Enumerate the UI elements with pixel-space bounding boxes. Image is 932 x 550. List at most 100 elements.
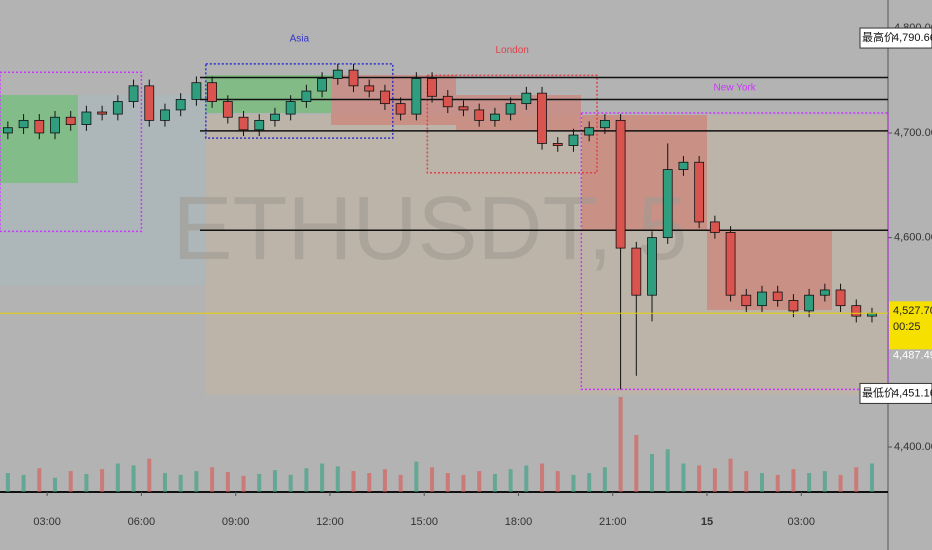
candle-body [175, 99, 186, 111]
volume-bar [822, 471, 827, 492]
volume-bar [791, 469, 796, 492]
candle-body [270, 113, 280, 121]
volume-bar [728, 458, 733, 492]
volume-bar [210, 467, 215, 492]
price-label-value: 4,790.66 [893, 32, 932, 44]
volume-bar [37, 468, 42, 492]
candle-body [50, 116, 60, 134]
candle-body [332, 69, 343, 79]
volume-bar [618, 397, 623, 492]
volume-bar [162, 473, 167, 492]
volume-bar [430, 467, 435, 492]
candle-body [364, 85, 375, 92]
volume-bar [367, 473, 372, 492]
volume-bar [712, 468, 717, 492]
volume-bar [225, 472, 230, 492]
candle-body [631, 247, 642, 296]
candle-body [18, 119, 29, 129]
candle-body [112, 101, 123, 115]
candle-body [804, 294, 815, 312]
volume-bar [257, 473, 262, 492]
candle-body [709, 221, 720, 233]
volume-bar [100, 469, 105, 492]
candle-body [81, 111, 92, 125]
x-tick-label: 03:00 [33, 516, 61, 528]
prev-price-label: 4,487.49 [893, 349, 932, 361]
session-label: London [495, 45, 528, 56]
candle-body [65, 116, 76, 125]
candle-body [128, 85, 139, 102]
session-box [205, 63, 394, 139]
candle-body [599, 119, 610, 129]
candle-body [537, 92, 547, 144]
candle-body [835, 289, 846, 307]
volume-bar [477, 471, 482, 492]
volume-bar [838, 474, 843, 492]
candle-body [191, 82, 202, 100]
x-tick-label: 09:00 [222, 516, 250, 528]
volume-bar [178, 474, 183, 492]
volume-bar [744, 471, 749, 492]
candle-body [521, 92, 532, 105]
candle-body [678, 161, 689, 170]
candle-body [505, 103, 516, 115]
price-label-value: 4,451.16 [893, 387, 932, 399]
candle-body [160, 109, 170, 121]
candle-body [851, 305, 862, 317]
volume-bar [320, 463, 325, 492]
candle-body [285, 101, 296, 115]
candle-body [207, 82, 218, 102]
session-box [426, 74, 598, 174]
last-price-box [889, 301, 932, 350]
volume-bar [650, 454, 655, 492]
volume-bar [807, 473, 812, 492]
price-label-box [859, 382, 932, 404]
candle-body [442, 95, 453, 108]
candle-body [772, 291, 783, 301]
candle-body [34, 119, 45, 134]
volume-bar [5, 473, 10, 492]
volume-bar [697, 465, 702, 492]
candle-body [662, 169, 673, 239]
session-box [0, 71, 143, 233]
candle-body [395, 103, 406, 115]
candle-body [568, 134, 579, 146]
price-label-name: 最高价 [862, 30, 895, 44]
volume-bar [414, 461, 419, 492]
price-label-box [859, 27, 932, 49]
candle-body [97, 111, 108, 115]
volume-bar [84, 473, 89, 492]
session-label: New York [714, 83, 757, 94]
candle-body [144, 85, 155, 121]
volume-bar [492, 473, 497, 492]
session-shade [582, 115, 707, 230]
volume-bar [272, 470, 277, 492]
y-tick-label: 4,400.00 [894, 441, 932, 453]
session-label: Asia [290, 33, 310, 44]
volume-bar [775, 474, 780, 492]
countdown: 00:25 [893, 321, 921, 333]
candle-body [757, 291, 767, 307]
candle-body [552, 143, 563, 146]
session-box [580, 112, 889, 391]
volume-bar [304, 468, 309, 492]
volume-bar [241, 475, 246, 492]
candle-body [254, 119, 265, 131]
candle-body [490, 113, 500, 121]
candle-body [584, 127, 595, 136]
candle-body [301, 90, 312, 102]
x-tick-label: 18:00 [505, 516, 533, 528]
x-tick-label: 15 [701, 516, 713, 528]
volume-bar [540, 463, 545, 492]
candle-body [725, 231, 736, 296]
y-tick-label: 4,600.00 [894, 232, 932, 244]
volume-bar [555, 471, 560, 492]
volume-bar [68, 471, 73, 492]
volume-bar [194, 471, 199, 492]
volume-bar [869, 463, 874, 492]
candle-body [615, 119, 626, 249]
volume-bar [21, 474, 26, 492]
candle-body [411, 78, 422, 115]
y-tick-label: 4,700.00 [894, 127, 932, 139]
